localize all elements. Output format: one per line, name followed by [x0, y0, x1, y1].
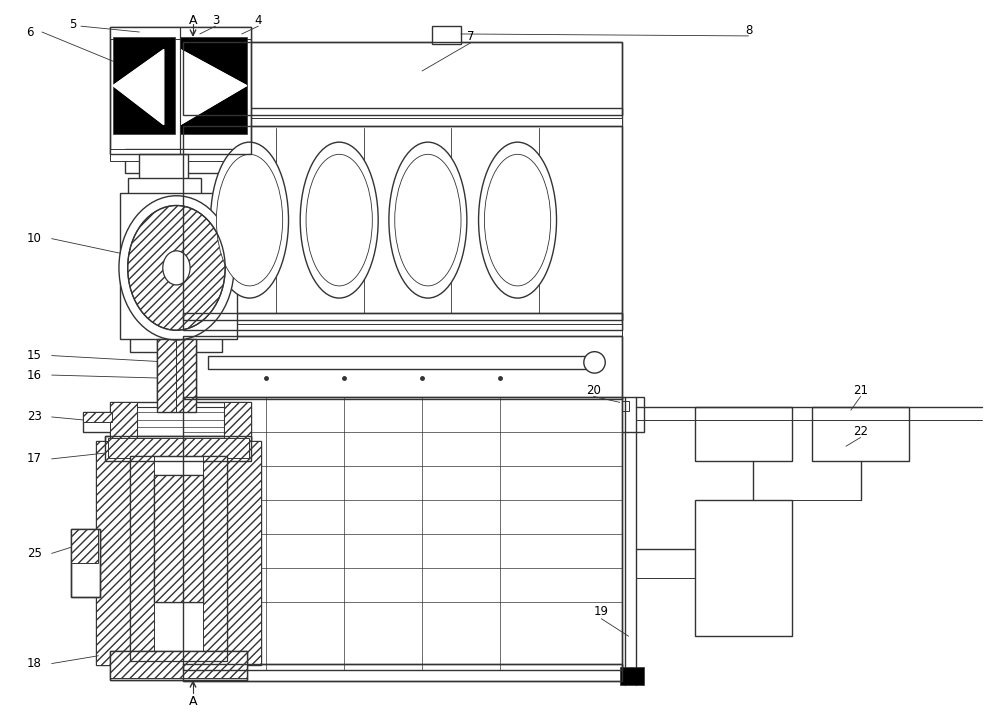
Bar [203, 456, 227, 660]
Text: 4: 4 [255, 14, 262, 27]
Ellipse shape [395, 154, 461, 286]
Ellipse shape [300, 142, 378, 298]
Bar [183, 336, 622, 399]
Bar [176, 339, 196, 412]
Bar [154, 475, 203, 602]
Polygon shape [180, 49, 247, 125]
Bar [105, 437, 251, 461]
Bar [183, 324, 622, 336]
Bar [183, 42, 622, 115]
Bar [137, 407, 224, 437]
Bar [154, 475, 203, 602]
Bar [812, 407, 909, 461]
Bar [157, 339, 196, 412]
Text: 6: 6 [27, 26, 34, 39]
Text: 15: 15 [27, 349, 42, 362]
Bar [224, 402, 251, 442]
Text: 5: 5 [69, 18, 77, 31]
Ellipse shape [389, 142, 467, 298]
Bar [110, 651, 247, 680]
Bar [183, 313, 622, 331]
Bar [227, 442, 261, 665]
Bar [183, 108, 622, 125]
Text: 19: 19 [594, 605, 609, 618]
Text: 18: 18 [27, 657, 42, 670]
Ellipse shape [584, 351, 605, 373]
Bar [621, 402, 629, 411]
Bar [71, 529, 100, 597]
Bar [157, 339, 176, 412]
Bar [110, 27, 251, 39]
Bar [83, 412, 112, 432]
Bar [620, 668, 644, 685]
Ellipse shape [119, 196, 234, 340]
Ellipse shape [479, 142, 557, 298]
Text: 17: 17 [27, 452, 42, 465]
Ellipse shape [211, 142, 289, 298]
Bar [183, 125, 622, 320]
Bar [183, 125, 622, 320]
Text: 20: 20 [586, 384, 601, 397]
Bar [71, 529, 100, 597]
Bar [208, 356, 588, 369]
Bar [130, 334, 222, 351]
Text: 7: 7 [467, 30, 475, 44]
Bar [695, 407, 792, 461]
Bar [695, 500, 792, 636]
Text: A: A [189, 695, 197, 708]
Bar [110, 149, 251, 161]
Bar [183, 663, 622, 681]
Bar [110, 651, 247, 678]
Bar [154, 475, 203, 602]
Text: 3: 3 [212, 14, 219, 27]
Bar [617, 397, 644, 432]
Bar [71, 529, 98, 563]
Text: 8: 8 [745, 24, 752, 37]
Ellipse shape [484, 154, 551, 286]
Text: 21: 21 [853, 384, 868, 397]
Bar [183, 313, 622, 331]
Bar [83, 412, 112, 422]
Bar [110, 27, 251, 154]
Bar [183, 42, 622, 115]
Bar [108, 438, 249, 458]
Ellipse shape [128, 206, 225, 331]
Bar [110, 402, 251, 442]
Ellipse shape [163, 251, 190, 285]
Text: A: A [189, 14, 197, 27]
Text: 10: 10 [27, 232, 42, 245]
Bar [120, 193, 237, 339]
Bar [130, 456, 154, 660]
Polygon shape [113, 49, 164, 125]
Bar [130, 456, 227, 660]
Bar [130, 456, 227, 660]
Text: 16: 16 [27, 369, 42, 381]
Bar [432, 26, 461, 44]
Bar [183, 118, 622, 128]
Bar [180, 37, 247, 134]
Bar [105, 437, 251, 461]
Bar [183, 397, 622, 670]
Bar [183, 336, 622, 399]
Bar [110, 402, 137, 442]
Bar [183, 663, 622, 681]
Text: 25: 25 [27, 547, 42, 560]
Bar [125, 149, 237, 174]
Bar [183, 397, 622, 670]
Bar [139, 154, 188, 183]
Bar [110, 651, 247, 680]
Bar [96, 442, 261, 665]
Text: 22: 22 [853, 425, 868, 438]
Ellipse shape [216, 154, 283, 286]
Bar [128, 179, 201, 198]
Bar [96, 442, 130, 665]
Bar [157, 339, 196, 412]
Text: 23: 23 [27, 410, 42, 424]
Ellipse shape [306, 154, 372, 286]
Bar [110, 27, 251, 154]
Bar [113, 37, 175, 134]
